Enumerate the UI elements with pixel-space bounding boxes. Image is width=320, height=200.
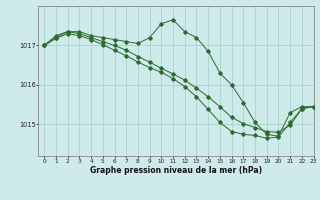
X-axis label: Graphe pression niveau de la mer (hPa): Graphe pression niveau de la mer (hPa) xyxy=(90,166,262,175)
